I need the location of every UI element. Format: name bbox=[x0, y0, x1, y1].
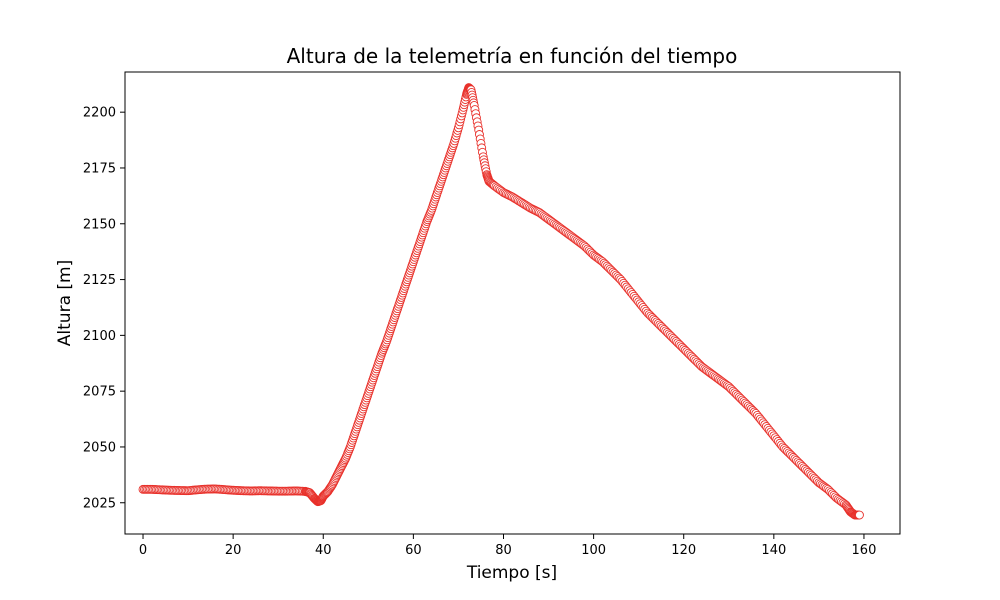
data-point bbox=[855, 510, 864, 520]
x-tick-label: 20 bbox=[225, 543, 242, 558]
y-tick-label: 2050 bbox=[83, 440, 116, 455]
x-tick-label: 80 bbox=[495, 543, 512, 558]
x-tick-label: 140 bbox=[761, 543, 786, 558]
x-tick-label: 120 bbox=[671, 543, 696, 558]
y-axis-label: Altura [m] bbox=[55, 260, 75, 346]
y-tick-label: 2125 bbox=[83, 273, 116, 288]
y-tick-label: 2100 bbox=[83, 329, 116, 344]
chart-title: Altura de la telemetría en función del t… bbox=[287, 44, 738, 68]
data-points bbox=[138, 83, 864, 520]
x-tick-label: 160 bbox=[852, 543, 877, 558]
x-tick-label: 0 bbox=[139, 543, 147, 558]
y-axis-ticks: 2025 2050 2075 2100 2125 2150 2175 2200 bbox=[83, 106, 125, 511]
x-axis-label: Tiempo [s] bbox=[466, 563, 557, 583]
y-tick-label: 2175 bbox=[83, 161, 116, 176]
y-tick-label: 2150 bbox=[83, 217, 116, 232]
x-tick-label: 60 bbox=[405, 543, 422, 558]
y-tick-label: 2200 bbox=[83, 106, 116, 121]
x-tick-label: 100 bbox=[581, 543, 606, 558]
plot-area-frame bbox=[124, 71, 901, 535]
x-axis-ticks: 0 20 40 60 80 100 120 140 160 bbox=[139, 534, 876, 558]
y-tick-label: 2075 bbox=[83, 385, 116, 400]
y-tick-label: 2025 bbox=[83, 496, 116, 511]
x-tick-label: 40 bbox=[315, 543, 332, 558]
